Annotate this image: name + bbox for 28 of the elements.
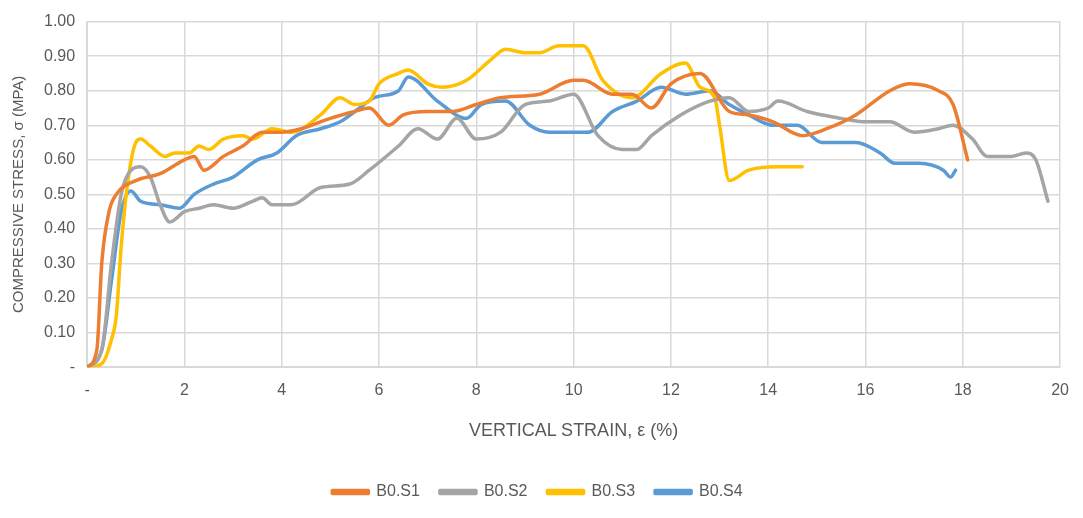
legend-label: B0.S4 [699, 482, 743, 500]
x-tick-label: 14 [759, 381, 778, 399]
legend-label: B0.S2 [483, 482, 528, 500]
x-tick-label: 10 [564, 381, 583, 399]
x-tick-label: 4 [277, 381, 287, 399]
x-tick-label: 8 [471, 381, 481, 399]
y-tick-label: - [69, 357, 76, 375]
y-axis-title: COMPRESSIVE STRESS, σ (MPA) [9, 75, 27, 314]
y-tick-label: 0.80 [44, 81, 76, 99]
x-tick-label: 20 [1051, 381, 1070, 399]
y-tick-label: 0.10 [44, 323, 76, 341]
x-tick-label: 2 [179, 381, 189, 399]
x-axis-title: VERTICAL STRAIN, ε (%) [469, 420, 679, 441]
legend-label: B0.S1 [376, 482, 421, 500]
x-tick-label: 16 [856, 381, 875, 399]
y-tick-label: 0.60 [44, 150, 76, 168]
x-tick-label: 18 [953, 381, 972, 399]
x-tick-label: 12 [662, 381, 680, 399]
y-tick-label: 0.30 [44, 253, 76, 271]
y-tick-label: 0.90 [44, 46, 76, 64]
y-tick-label: 0.20 [44, 288, 76, 306]
legend-label: B0.S3 [591, 482, 636, 500]
x-tick-label: 6 [374, 381, 384, 399]
y-tick-label: 1.00 [44, 12, 76, 30]
y-tick-label: 0.70 [44, 115, 76, 133]
y-tick-label: 0.50 [44, 184, 76, 202]
y-tick-label: 0.40 [44, 219, 76, 237]
x-tick-label: - [84, 381, 90, 399]
